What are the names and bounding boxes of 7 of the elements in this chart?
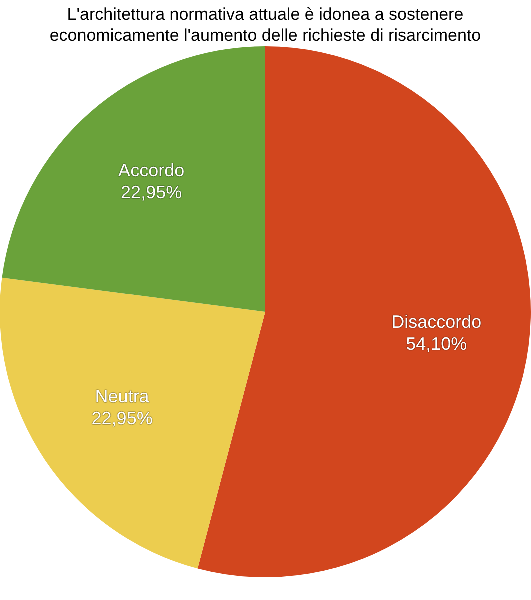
chart-title: L'architettura normativa attuale è idonea a sostenere economicamente l'aumento delle richieste di risarcimento [48, 4, 482, 46]
slice-label: Neutra [95, 386, 150, 406]
slice-label: Disaccordo [392, 312, 482, 332]
slice-label: Accordo [118, 160, 185, 180]
data-label: 22,95% [121, 182, 182, 202]
data-label: 54,10% [406, 334, 468, 354]
data-label: 22,95% [92, 408, 153, 428]
